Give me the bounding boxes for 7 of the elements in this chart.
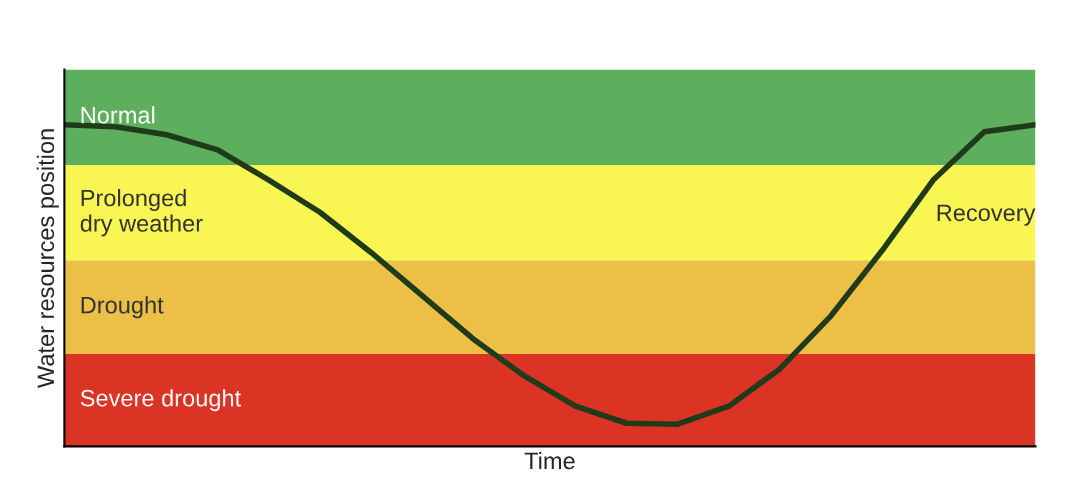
x-axis-title: Time — [524, 451, 575, 470]
y-axis-title: Water resources position — [36, 129, 59, 388]
band-label: Normal — [81, 106, 155, 124]
annotation: Recovery — [937, 204, 1036, 226]
band-label: Drought — [81, 296, 164, 319]
band-label: Prolonged dry weather — [80, 189, 203, 237]
band-label: Severe drought — [80, 389, 241, 412]
